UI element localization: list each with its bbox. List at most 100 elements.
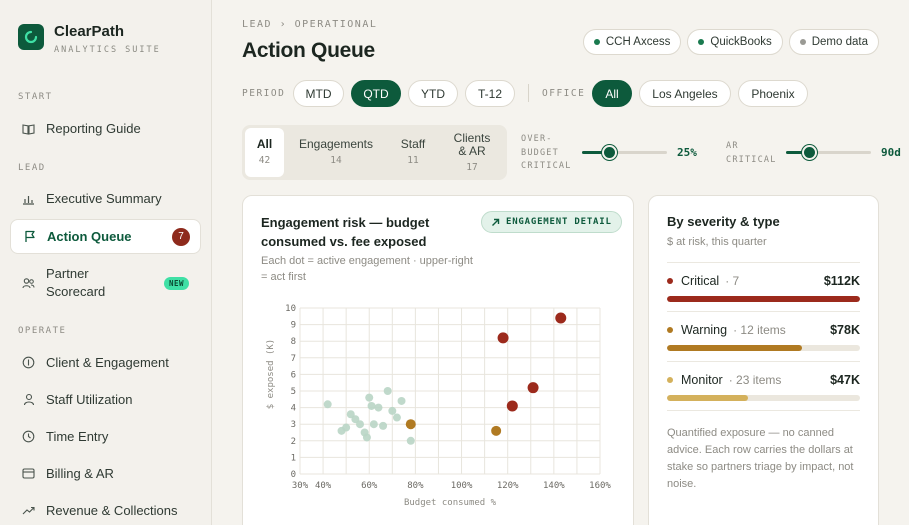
- ar-critical-label: AR CRITICAL: [726, 141, 777, 165]
- tab-count: 42: [258, 155, 271, 166]
- office-all-button[interactable]: All: [592, 80, 632, 107]
- engagement-detail-label: ENGAGEMENT DETAIL: [506, 217, 612, 227]
- breadcrumb: LEAD › OPERATIONAL: [242, 19, 378, 30]
- brand[interactable]: ClearPath ANALYTICS SUITE: [18, 24, 161, 55]
- sidebar-item-label: Revenue & Collections: [46, 502, 178, 518]
- scatter-point-normal[interactable]: [367, 401, 376, 410]
- engagement-risk-card: Engagement risk — budget consumed vs. fe…: [242, 195, 634, 525]
- scatter-point-critical[interactable]: [506, 400, 518, 412]
- scatter-point-critical[interactable]: [555, 312, 567, 324]
- y-tick-label: 9: [291, 321, 296, 331]
- sidebar-item-action-queue[interactable]: Action Queue 7: [10, 219, 201, 254]
- office-phoenix-button[interactable]: Phoenix: [738, 80, 808, 107]
- sidebar-item-client-engagement[interactable]: Client & Engagement: [10, 345, 201, 380]
- scatter-point-critical[interactable]: [497, 332, 509, 344]
- sidebar-item-label: Time Entry: [46, 428, 109, 444]
- ar-critical-track[interactable]: [786, 151, 871, 154]
- page-title: Action Queue: [242, 39, 375, 62]
- scatter-point-normal[interactable]: [374, 403, 383, 412]
- severity-label: Warning: [681, 323, 728, 337]
- source-chip-label: CCH Axcess: [605, 36, 671, 48]
- source-chip-label: QuickBooks: [710, 36, 772, 48]
- scatter-point-normal[interactable]: [323, 400, 332, 409]
- scatter-point-normal[interactable]: [388, 406, 397, 415]
- severity-items: · 12 items: [733, 323, 786, 337]
- severity-row-monitor[interactable]: Monitor · 23 items $47K: [667, 371, 860, 401]
- new-badge: NEW: [163, 276, 189, 290]
- ar-critical-slider-handle[interactable]: [802, 145, 818, 160]
- sidebar-item-staff-utilization[interactable]: Staff Utilization: [10, 382, 201, 417]
- y-tick-label: 7: [291, 354, 296, 364]
- severity-bar-fill: [667, 296, 860, 302]
- tab-count: 14: [330, 155, 342, 166]
- over-budget-track[interactable]: [582, 151, 667, 154]
- scatter-point-normal[interactable]: [369, 420, 378, 429]
- section-label-operate: OPERATE: [18, 326, 67, 336]
- scatter-point-warning[interactable]: [405, 419, 416, 430]
- sidebar-item-reporting-guide[interactable]: Reporting Guide: [10, 111, 201, 146]
- y-tick-label: 8: [291, 337, 296, 347]
- sidebar: ClearPath ANALYTICS SUITE START Reportin…: [0, 0, 212, 525]
- brand-name: ClearPath: [54, 23, 125, 40]
- critical-dot-icon: [667, 278, 673, 284]
- severity-card-title: By severity & type: [667, 214, 780, 229]
- y-tick-label: 0: [291, 470, 296, 480]
- severity-card-subtitle: $ at risk, this quarter: [667, 236, 767, 248]
- sidebar-item-executive-summary[interactable]: Executive Summary: [10, 181, 201, 216]
- engagement-detail-button[interactable]: ENGAGEMENT DETAIL: [481, 211, 622, 233]
- source-chip-demo-data[interactable]: Demo data: [788, 29, 879, 55]
- scatter-point-normal[interactable]: [365, 393, 374, 402]
- tab-engagements[interactable]: Engagements 14: [290, 128, 382, 177]
- scatter-point-normal[interactable]: [392, 413, 401, 422]
- severity-bar: [667, 296, 860, 302]
- scatter-point-normal[interactable]: [379, 421, 388, 430]
- over-budget-slider-handle[interactable]: [601, 145, 617, 160]
- divider: [667, 410, 860, 411]
- scatter-point-normal[interactable]: [383, 387, 392, 395]
- scatter-point-normal[interactable]: [397, 396, 406, 405]
- y-tick-label: 5: [291, 387, 296, 397]
- y-tick-label: 1: [291, 453, 296, 463]
- severity-bar: [667, 395, 860, 401]
- scatter-point-normal[interactable]: [406, 436, 415, 445]
- x-axis-label: Budget consumed %: [404, 498, 497, 508]
- period-mtd-button[interactable]: MTD: [293, 80, 344, 107]
- severity-row-critical[interactable]: Critical · 7 $112K: [667, 272, 860, 302]
- logo-icon: [18, 24, 44, 50]
- sidebar-item-revenue-collections[interactable]: Revenue & Collections: [10, 493, 201, 525]
- trend-up-icon: [22, 504, 35, 517]
- period-qtd-button[interactable]: QTD: [351, 80, 401, 107]
- source-chip-quickbooks[interactable]: QuickBooks: [687, 29, 783, 55]
- section-label-lead: LEAD: [18, 163, 46, 173]
- source-chip-cch-axcess[interactable]: CCH Axcess: [582, 29, 682, 55]
- status-dot-icon: [799, 39, 806, 45]
- office-los-angeles-button[interactable]: Los Angeles: [639, 80, 731, 107]
- scatter-point-critical[interactable]: [527, 382, 539, 394]
- scatter-point-normal[interactable]: [362, 433, 371, 442]
- period-t12-button[interactable]: T-12: [465, 80, 515, 107]
- over-budget-fill: [582, 151, 610, 154]
- sidebar-item-label: Partner Scorecard: [46, 266, 106, 299]
- tab-staff[interactable]: Staff 11: [388, 128, 438, 177]
- sidebar-item-billing-ar[interactable]: Billing & AR: [10, 456, 201, 491]
- over-budget-label: OVER-BUDGET CRITICAL: [521, 134, 572, 171]
- data-source-chips: CCH Axcess QuickBooks Demo data: [582, 29, 879, 55]
- period-ytd-button[interactable]: YTD: [408, 80, 458, 107]
- divider: [528, 84, 529, 102]
- severity-items: · 23 items: [728, 373, 782, 387]
- bar-chart-icon: [22, 192, 35, 205]
- severity-row-warning[interactable]: Warning · 12 items $78K: [667, 321, 860, 351]
- scatter-point-warning[interactable]: [491, 425, 502, 436]
- status-dot-icon: [593, 39, 600, 45]
- scatter-point-normal[interactable]: [342, 423, 351, 432]
- y-tick-label: 4: [291, 404, 296, 414]
- x-tick-label: 120%: [497, 481, 519, 491]
- sidebar-item-partner-scorecard[interactable]: Partner Scorecard NEW: [10, 265, 201, 301]
- sidebar-item-time-entry[interactable]: Time Entry: [10, 419, 201, 454]
- tab-all[interactable]: All 42: [245, 128, 284, 177]
- status-dot-icon: [698, 39, 705, 45]
- scatter-point-normal[interactable]: [356, 420, 364, 429]
- tab-clients-ar[interactable]: Clients & AR 17: [445, 128, 499, 177]
- tab-count: 11: [407, 155, 419, 166]
- sidebar-item-label: Billing & AR: [46, 465, 114, 481]
